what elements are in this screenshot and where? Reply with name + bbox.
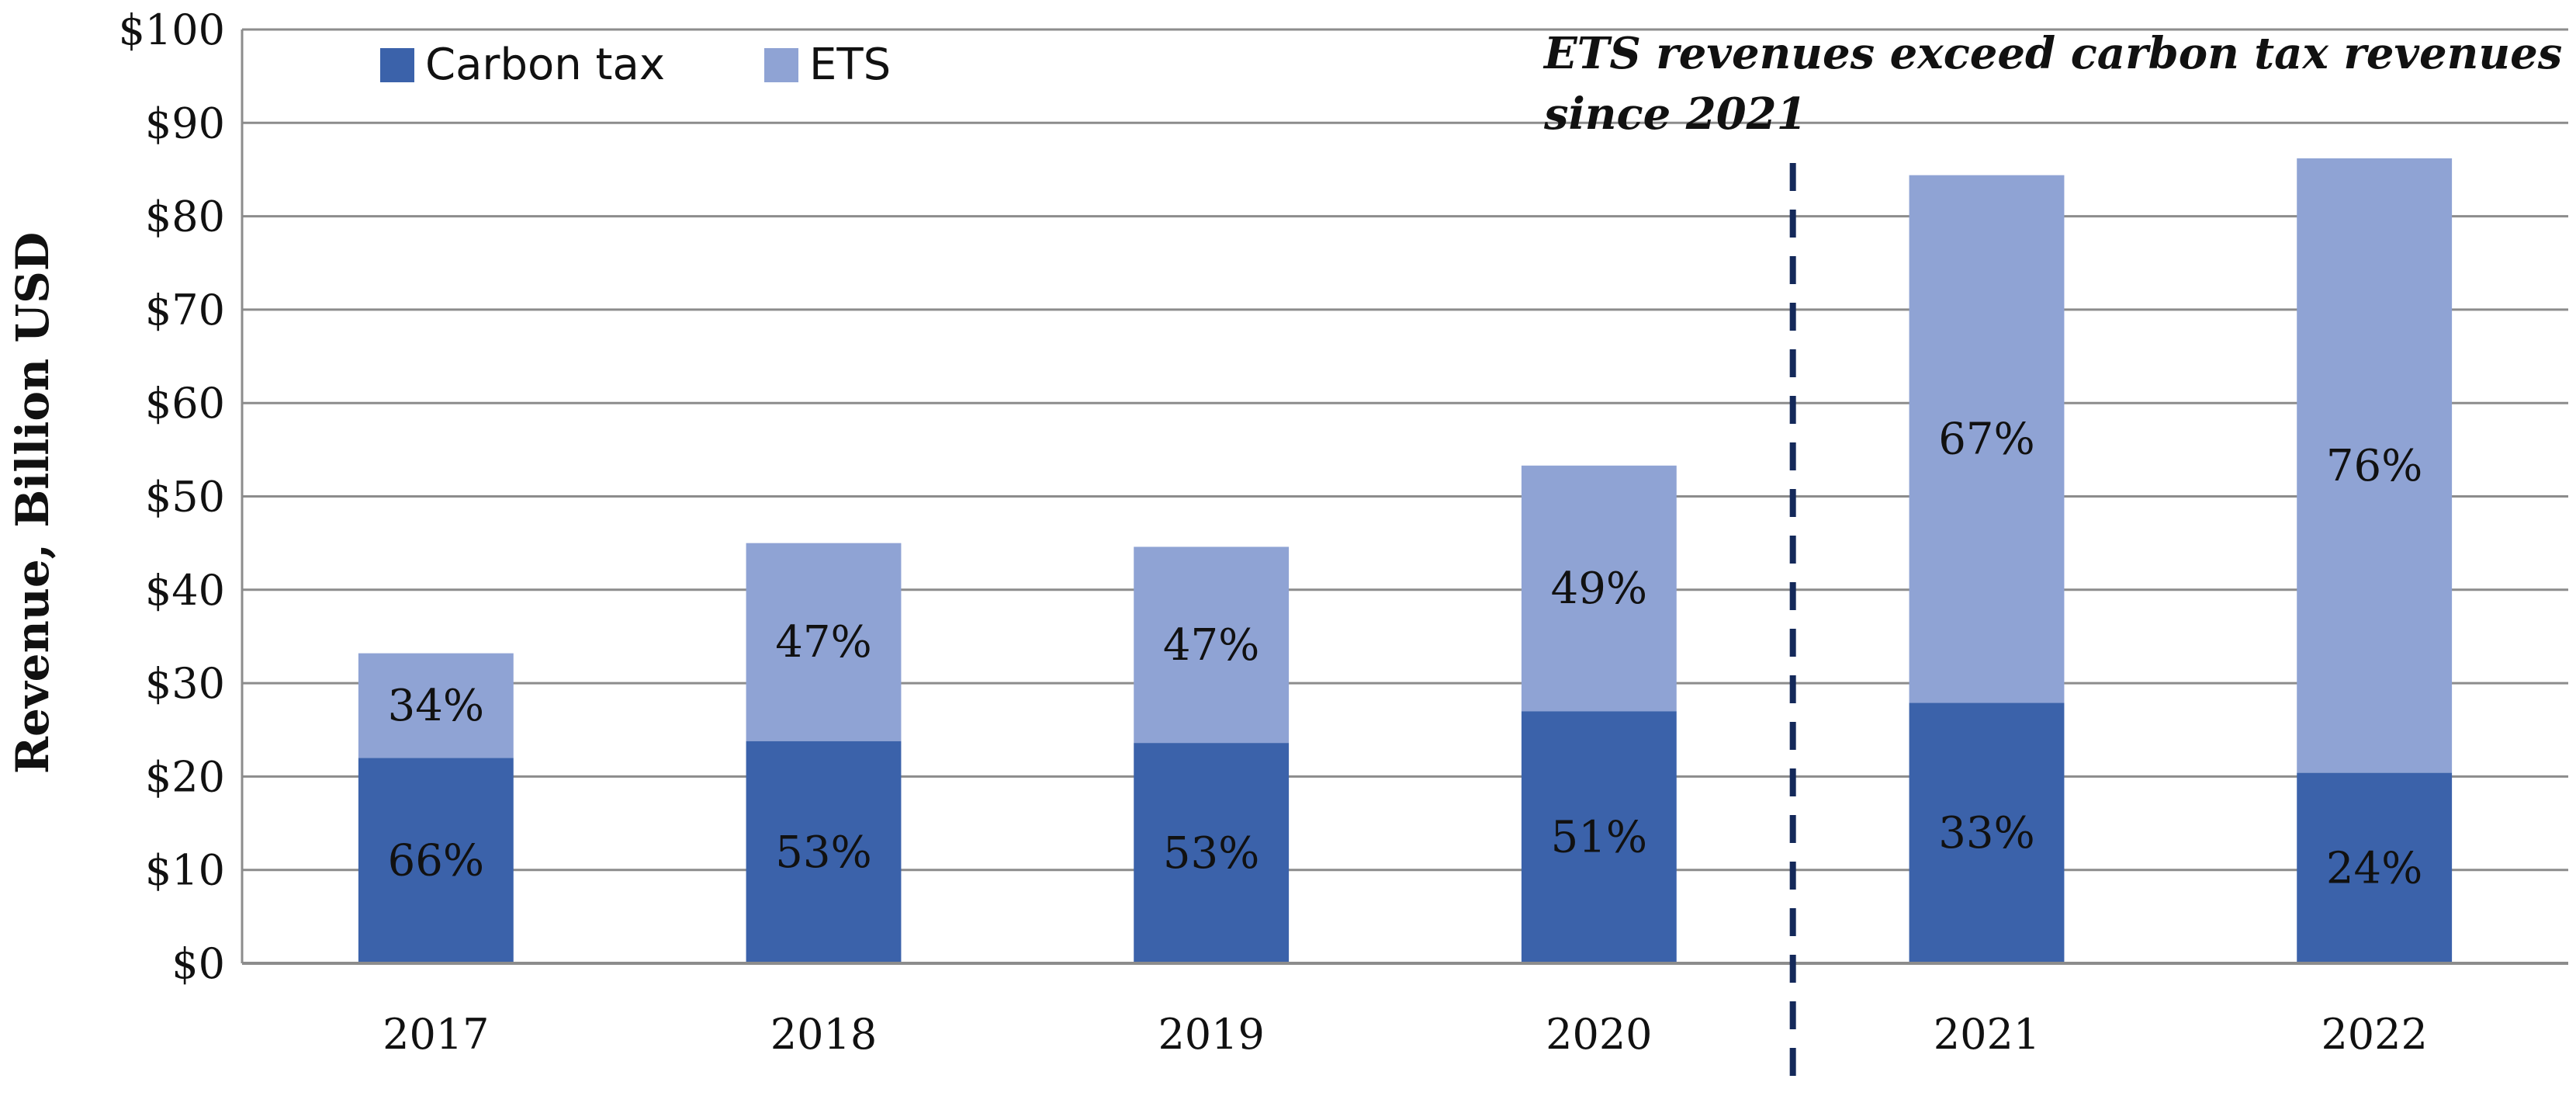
data-label: 53%: [775, 827, 871, 878]
data-label: 67%: [1938, 415, 2034, 465]
annotation-text: since 2021: [1543, 88, 1807, 140]
bar-ets: [1909, 175, 2065, 703]
bar-carbon-tax: [1909, 702, 2065, 963]
y-tick-label: $0: [171, 939, 225, 988]
bar-carbon-tax: [746, 741, 902, 963]
legend-swatch: [380, 48, 414, 82]
y-tick-label: $20: [145, 752, 225, 801]
axes: $0 $10 $20 $30 $40 $50 $60 $70 $80 $90 $100 2017 201…: [119, 5, 2568, 1059]
data-label: 24%: [2326, 843, 2422, 893]
data-label: 33%: [1938, 808, 2034, 859]
bar-ets: [2297, 158, 2453, 773]
y-tick-label: $70: [145, 286, 225, 335]
y-tick-label: $50: [145, 473, 225, 522]
gridlines: [242, 28, 2568, 872]
x-tick-label: 2019: [1158, 1010, 1264, 1059]
data-label: 53%: [1163, 828, 1259, 879]
x-tick-label: 2020: [1546, 1010, 1652, 1059]
bar-ets: [746, 543, 902, 741]
bars: [358, 158, 2453, 963]
legend-label: ETS: [809, 40, 891, 90]
bar-ets: [1521, 465, 1677, 712]
bar-carbon-tax: [358, 758, 514, 963]
data-label: 76%: [2326, 441, 2422, 491]
bar-ets: [1134, 546, 1290, 744]
x-tick-label: 2017: [383, 1010, 489, 1059]
x-tick-label: 2018: [770, 1010, 877, 1059]
y-axis-label: Revenue, Billion USD: [6, 232, 59, 774]
data-label: 51%: [1551, 813, 1647, 863]
legend-label: Carbon tax: [425, 40, 665, 90]
bar-carbon-tax: [1521, 711, 1677, 963]
y-tick-label: $30: [145, 659, 225, 708]
x-tick-label: 2022: [2321, 1010, 2427, 1059]
legend-swatch: [764, 48, 798, 82]
data-label: 47%: [1163, 620, 1259, 671]
annotation-text: ETS revenues exceed carbon tax revenues: [1542, 28, 2562, 79]
bar-carbon-tax: [1134, 743, 1290, 963]
data-label: 49%: [1551, 564, 1647, 614]
data-label: 66%: [388, 836, 484, 886]
y-tick-label: $60: [145, 379, 225, 428]
legend: Carbon tax ETS: [380, 40, 891, 90]
y-tick-label: $40: [145, 566, 225, 615]
bar-carbon-tax: [2297, 772, 2453, 963]
bar-ets: [358, 653, 514, 758]
bar-labels: 66% 34% 53% 47% 53% 47% 51% 49% 33% 67% 24% 76%: [388, 415, 2423, 894]
data-label: 34%: [388, 681, 484, 731]
y-tick-label: $100: [119, 5, 225, 54]
y-tick-label: $10: [145, 846, 225, 895]
y-tick-label: $80: [145, 193, 225, 241]
y-tick-label: $90: [145, 99, 225, 147]
annotation: ETS revenues exceed carbon tax revenues s…: [1542, 28, 2562, 1087]
x-tick-label: 2021: [1934, 1010, 2040, 1059]
data-label: 47%: [775, 617, 871, 668]
